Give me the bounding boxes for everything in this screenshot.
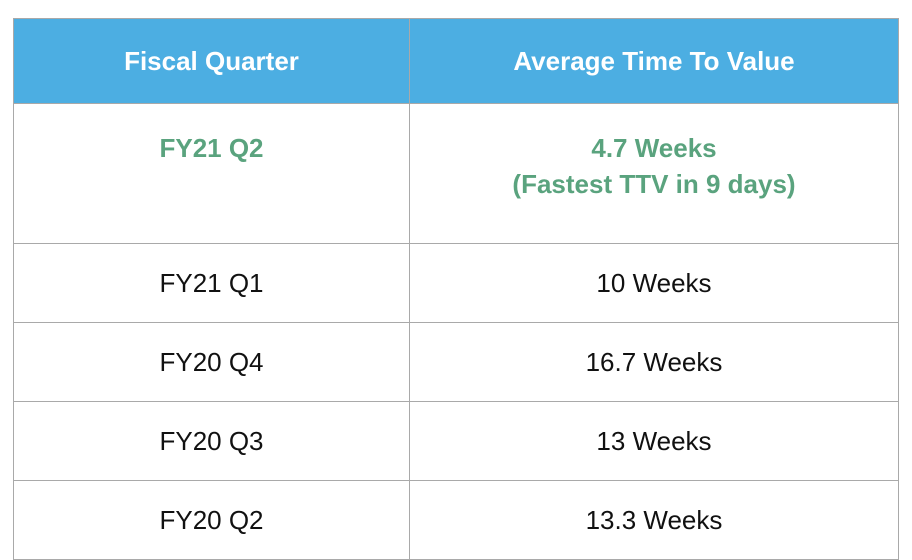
ttv-text: 13.3 Weeks bbox=[585, 504, 723, 535]
ttv-table: Fiscal Quarter Average Time To Value FY2… bbox=[13, 18, 899, 560]
table-row: FY20 Q2 13.3 Weeks bbox=[13, 480, 899, 560]
table-row: FY21 Q1 10 Weeks bbox=[13, 243, 899, 323]
ttv-text: (Fastest TTV in 9 days) bbox=[512, 169, 796, 199]
header-cell: Average Time To Value bbox=[409, 18, 899, 104]
ttv-text: 4.7 Weeks bbox=[591, 133, 717, 163]
ttv-text: 13 Weeks bbox=[596, 425, 712, 456]
header-row: Fiscal Quarter Average Time To Value bbox=[13, 18, 899, 104]
ttv-cell: 10 Weeks bbox=[409, 243, 899, 323]
ttv-cell: 13.3 Weeks bbox=[409, 480, 899, 560]
quarter-cell: FY21 Q1 bbox=[13, 243, 410, 323]
table-row: FY21 Q2 4.7 Weeks (Fastest TTV in 9 days) bbox=[13, 103, 899, 244]
quarter-cell: FY20 Q2 bbox=[13, 480, 410, 560]
page: {"table": {"header": ["Fiscal Quarter", … bbox=[13, 18, 899, 560]
ttv-text: 10 Weeks bbox=[596, 267, 712, 298]
quarter-cell: FY20 Q4 bbox=[13, 322, 410, 402]
ttv-cell: 4.7 Weeks (Fastest TTV in 9 days) bbox=[409, 103, 899, 244]
ttv-cell: 16.7 Weeks bbox=[409, 322, 899, 402]
ttv-cell: 13 Weeks bbox=[409, 401, 899, 481]
table-row: FY20 Q3 13 Weeks bbox=[13, 401, 899, 481]
ttv-text: 16.7 Weeks bbox=[585, 346, 723, 377]
quarter-cell: FY20 Q3 bbox=[13, 401, 410, 481]
header-cell: Fiscal Quarter bbox=[13, 18, 410, 104]
table-body: FY21 Q2 4.7 Weeks (Fastest TTV in 9 days) F… bbox=[13, 103, 899, 560]
body: Fiscal Quarter Average Time To Value FY2… bbox=[13, 18, 899, 560]
table-row: FY20 Q4 16.7 Weeks bbox=[13, 322, 899, 402]
quarter-cell: FY21 Q2 bbox=[13, 103, 410, 244]
